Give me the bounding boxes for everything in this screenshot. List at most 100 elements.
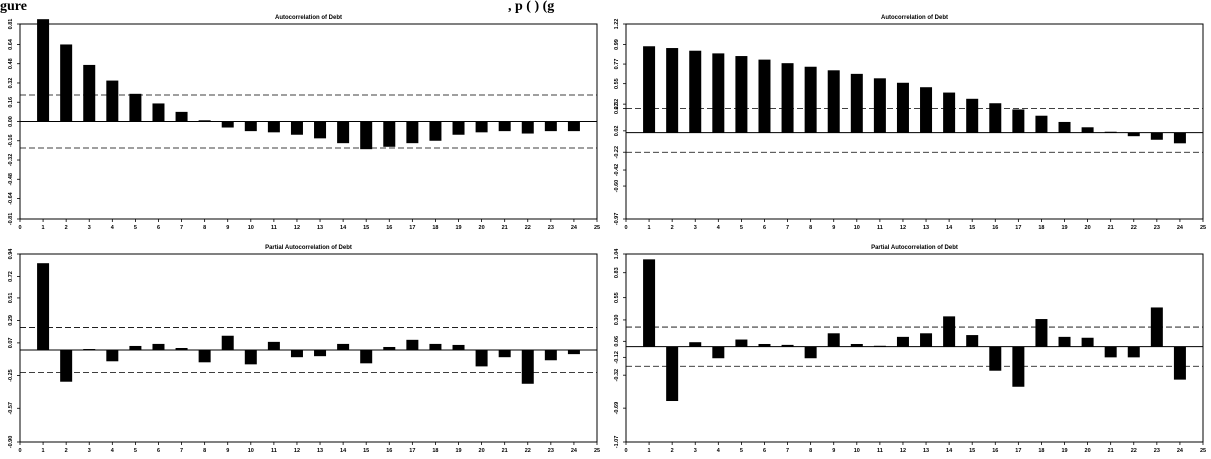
bar-lag-3 (689, 342, 702, 347)
bar-lag-16 (383, 346, 396, 351)
x-tick-label: 11 (877, 225, 883, 231)
x-tick-label: 12 (294, 225, 300, 231)
y-tick-label: 0.16 (8, 97, 14, 108)
y-tick-label: -0.57 (8, 402, 14, 415)
x-tick-label: 4 (111, 448, 115, 454)
bar-lag-1 (643, 259, 656, 347)
x-tick-label: 1 (42, 448, 45, 454)
bar-lag-15 (360, 350, 373, 364)
x-tick-label: 0 (624, 225, 627, 231)
y-tick-label: 0.32 (8, 78, 14, 89)
y-tick-label: -0.60 (614, 180, 620, 193)
bar-lag-19 (452, 344, 465, 351)
y-tick-label: 0.77 (614, 59, 620, 70)
bar-lag-10 (850, 343, 863, 347)
x-tick-label: 21 (502, 448, 508, 454)
bar-lag-15 (966, 98, 979, 133)
bar-lag-20 (475, 121, 488, 133)
x-tick-label: 20 (479, 448, 485, 454)
bar-lag-13 (920, 87, 933, 133)
x-tick-label: 6 (157, 448, 160, 454)
bar-lag-13 (314, 350, 327, 357)
bar-lag-11 (267, 121, 280, 133)
caption-left: gure (0, 0, 27, 14)
x-tick-label: 0 (18, 225, 21, 231)
bar-lag-17 (406, 121, 419, 144)
bar-lag-2 (666, 346, 679, 402)
x-tick-label: 10 (854, 448, 860, 454)
x-tick-label: 18 (432, 448, 438, 454)
y-tick-label: 0.07 (8, 338, 14, 349)
x-tick-label: 3 (694, 225, 697, 231)
x-tick-label: 9 (226, 448, 229, 454)
bar-lag-22 (1127, 346, 1140, 358)
x-tick-label: 10 (248, 448, 254, 454)
x-tick-label: 16 (386, 448, 392, 454)
x-tick-label: 18 (432, 225, 438, 231)
y-tick-label: 1.22 (614, 19, 620, 30)
y-tick-label: 0.27 (614, 103, 620, 114)
x-tick-label: 16 (386, 225, 392, 231)
y-tick-label: -1.07 (614, 436, 620, 449)
bar-lag-14 (943, 316, 956, 347)
bar-lag-24 (1173, 132, 1186, 144)
y-tick-label: 0.55 (614, 78, 620, 89)
bar-lag-6 (758, 59, 771, 133)
figure-caption: gure , p ( ) (g (0, 0, 1211, 16)
bar-lag-4 (106, 80, 119, 122)
x-tick-label: 14 (340, 448, 347, 454)
x-tick-label: 24 (1177, 225, 1184, 231)
bar-lag-9 (221, 335, 234, 351)
x-tick-label: 15 (363, 448, 369, 454)
bar-lag-7 (781, 344, 794, 347)
x-tick-label: 1 (648, 225, 651, 231)
x-tick-label: 14 (946, 225, 953, 231)
x-tick-label: 20 (1085, 225, 1091, 231)
x-tick-label: 4 (717, 225, 721, 231)
y-tick-label: -0.16 (8, 134, 14, 147)
x-tick-label: 4 (111, 225, 115, 231)
x-tick-label: 13 (317, 225, 323, 231)
y-tick-label: 1.04 (614, 248, 620, 260)
bar-lag-22 (521, 350, 534, 384)
bar-lag-19 (1058, 121, 1071, 133)
y-tick-label: 0.00 (8, 116, 14, 127)
bar-lag-1 (643, 46, 656, 133)
x-tick-label: 14 (946, 448, 953, 454)
bar-lag-11 (267, 341, 280, 351)
bar-lag-12 (290, 121, 303, 135)
bar-lag-18 (429, 343, 442, 351)
bar-lag-20 (1081, 337, 1094, 347)
bar-lag-24 (567, 121, 580, 132)
y-tick-label: -0.42 (614, 164, 620, 177)
bar-lag-13 (920, 333, 933, 347)
bar-lag-2 (60, 350, 73, 382)
bar-lag-24 (1173, 346, 1186, 380)
x-tick-label: 5 (134, 225, 137, 231)
bar-lag-19 (1058, 336, 1071, 347)
x-tick-label: 10 (248, 225, 254, 231)
y-tick-label: 0.55 (614, 292, 620, 303)
x-tick-label: 1 (42, 225, 45, 231)
x-tick-label: 3 (88, 448, 91, 454)
bar-lag-6 (758, 343, 771, 347)
x-tick-label: 21 (1108, 225, 1114, 231)
x-tick-label: 14 (340, 225, 347, 231)
x-tick-label: 12 (900, 225, 906, 231)
x-tick-label: 17 (1015, 448, 1021, 454)
x-tick-label: 2 (671, 448, 674, 454)
x-tick-label: 2 (65, 225, 68, 231)
bar-lag-9 (827, 70, 840, 133)
plot-frame (625, 253, 1204, 443)
bar-lag-5 (735, 339, 748, 347)
x-tick-label: 17 (409, 225, 415, 231)
x-tick-label: 9 (832, 448, 835, 454)
caption-right: , p ( ) (g (508, 0, 555, 14)
bar-lag-5 (129, 345, 142, 351)
x-tick-label: 8 (203, 448, 206, 454)
x-tick-label: 20 (1085, 448, 1091, 454)
x-tick-label: 17 (1015, 225, 1021, 231)
bar-lag-16 (989, 346, 1002, 371)
x-tick-label: 22 (525, 225, 531, 231)
